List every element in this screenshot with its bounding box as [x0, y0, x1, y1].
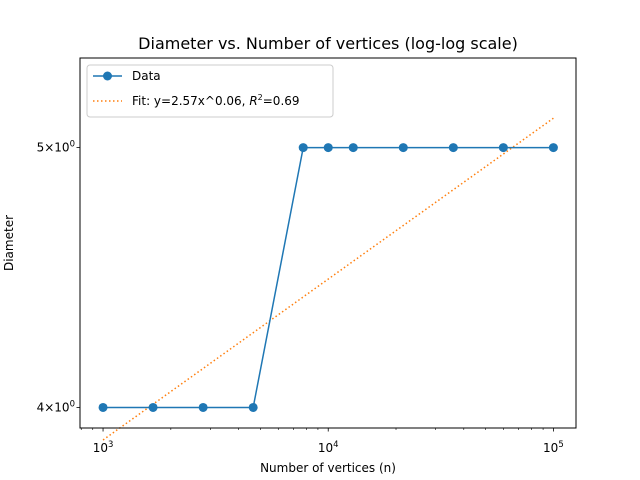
data-point	[198, 402, 208, 412]
chart-title: Diameter vs. Number of vertices (log-log…	[138, 34, 518, 53]
data-point	[98, 402, 108, 412]
legend-data-label: Data	[132, 69, 161, 83]
data-series-line	[103, 146, 554, 409]
data-point	[148, 402, 158, 412]
y-axis-label: Diameter	[2, 215, 16, 271]
x-tick-label: 103	[93, 440, 114, 455]
y-tick-label: 4×100	[37, 399, 75, 414]
legend-box	[86, 64, 334, 118]
legend-data-marker	[103, 71, 112, 81]
data-point	[448, 143, 458, 153]
fit-line	[102, 117, 554, 441]
legend-fit-label-tail: =0.69	[263, 94, 300, 108]
data-point	[348, 143, 358, 153]
data-point	[498, 143, 508, 153]
x-axis-label: Number of vertices (n)	[260, 461, 396, 475]
legend-fit-label-exp: 2	[258, 93, 263, 102]
x-tick-label: 105	[543, 440, 564, 455]
data-point	[398, 143, 408, 153]
x-tick-label: 104	[318, 440, 339, 455]
legend-fit-label-var: R	[249, 94, 257, 108]
legend: Data Fit: y=2.57x^0.06, R2=0.69	[86, 64, 334, 118]
plot-markers	[98, 143, 558, 412]
legend-fit-label: Fit: y=2.57x^0.06, R2=0.69	[132, 93, 300, 108]
y-tick-label: 5×100	[37, 140, 75, 155]
data-point	[548, 143, 558, 153]
data-point	[248, 402, 258, 412]
plot-lines	[102, 117, 554, 441]
legend-fit-label-main: Fit: y=2.57x^0.06,	[132, 94, 249, 108]
y-axis-ticks: 4×100 5×100	[37, 140, 80, 414]
data-point	[298, 143, 308, 153]
data-point	[323, 143, 333, 153]
x-axis-ticks: 103 104 105	[80, 428, 564, 455]
